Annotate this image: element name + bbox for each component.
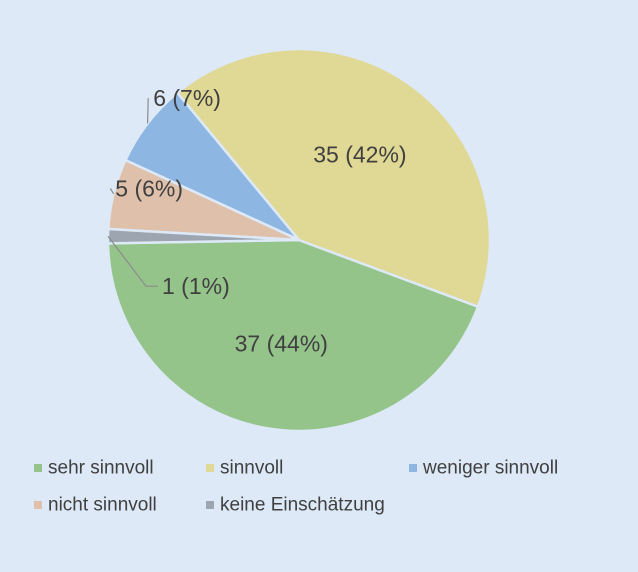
legend-label-weniger-sinnvoll: weniger sinnvoll [422,458,558,479]
legend-label-sehr-sinnvoll: sehr sinnvoll [48,458,154,479]
data-label-weniger-sinnvoll: 6 (7%) [153,85,221,111]
pie-slice-sinnvoll [176,47,492,308]
leader-line-keine-einschatzung [107,235,158,287]
legend-item-sinnvoll: sinnvoll [206,458,283,479]
legend-label-keine-einschatzung: keine Einschätzung [220,495,385,516]
legend-swatch-sinnvoll [206,464,214,472]
legend-swatch-nicht-sinnvoll [34,501,42,509]
data-label-keine-einschatzung: 1 (1%) [162,273,230,299]
legend-item-keine-einschatzung: keine Einschätzung [206,495,385,516]
legend-item-nicht-sinnvoll: nicht sinnvoll [34,495,157,516]
legend-item-weniger-sinnvoll: weniger sinnvoll [409,458,558,479]
legend-swatch-sehr-sinnvoll [34,464,42,472]
legend-label-nicht-sinnvoll: nicht sinnvoll [48,495,157,516]
data-label-sinnvoll: 35 (42%) [313,141,406,167]
leader-line-nicht-sinnvoll [109,188,115,195]
legend-swatch-weniger-sinnvoll [409,464,417,472]
data-label-sehr-sinnvoll: 37 (44%) [235,331,328,357]
pie-slice-sehr-sinnvoll [106,238,480,433]
legend-item-sehr-sinnvoll: sehr sinnvoll [34,458,154,479]
data-label-nicht-sinnvoll: 5 (6%) [115,176,183,202]
legend-label-sinnvoll: sinnvoll [220,458,283,479]
legend-swatch-keine-einschatzung [206,501,214,509]
leader-line-weniger-sinnvoll [147,98,149,124]
